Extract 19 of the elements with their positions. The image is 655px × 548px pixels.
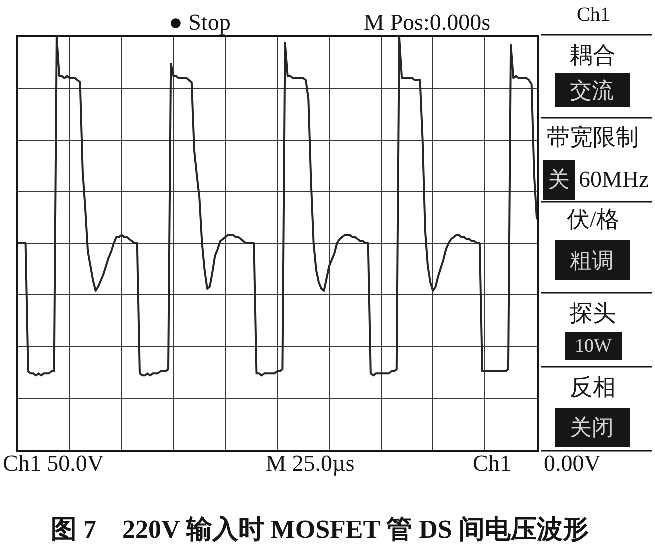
text: Ch1 — [473, 451, 512, 476]
text: 关闭 — [570, 415, 614, 440]
text: 带宽限制 — [547, 125, 639, 150]
text: Ch1 — [577, 4, 610, 26]
text: Ch1 50.0V — [3, 451, 104, 476]
caption: 图 7 220V 输入时 MOSFET 管 DS 间电压波形 — [51, 515, 589, 544]
text: 伏/格 — [567, 207, 620, 232]
text: ● Stop — [169, 10, 231, 35]
text: 粗调 — [570, 248, 614, 273]
text: 关 — [548, 167, 570, 192]
text: 10W — [575, 336, 612, 357]
text: 0.00V — [544, 451, 602, 476]
text: M 25.0µs — [266, 451, 355, 476]
text: 交流 — [570, 78, 614, 103]
text: 反相 — [570, 375, 616, 400]
text: M Pos:0.000s — [364, 10, 491, 35]
text: 探头 — [570, 301, 616, 326]
text: 60MHz — [579, 167, 650, 192]
text: 耦合 — [570, 43, 616, 68]
